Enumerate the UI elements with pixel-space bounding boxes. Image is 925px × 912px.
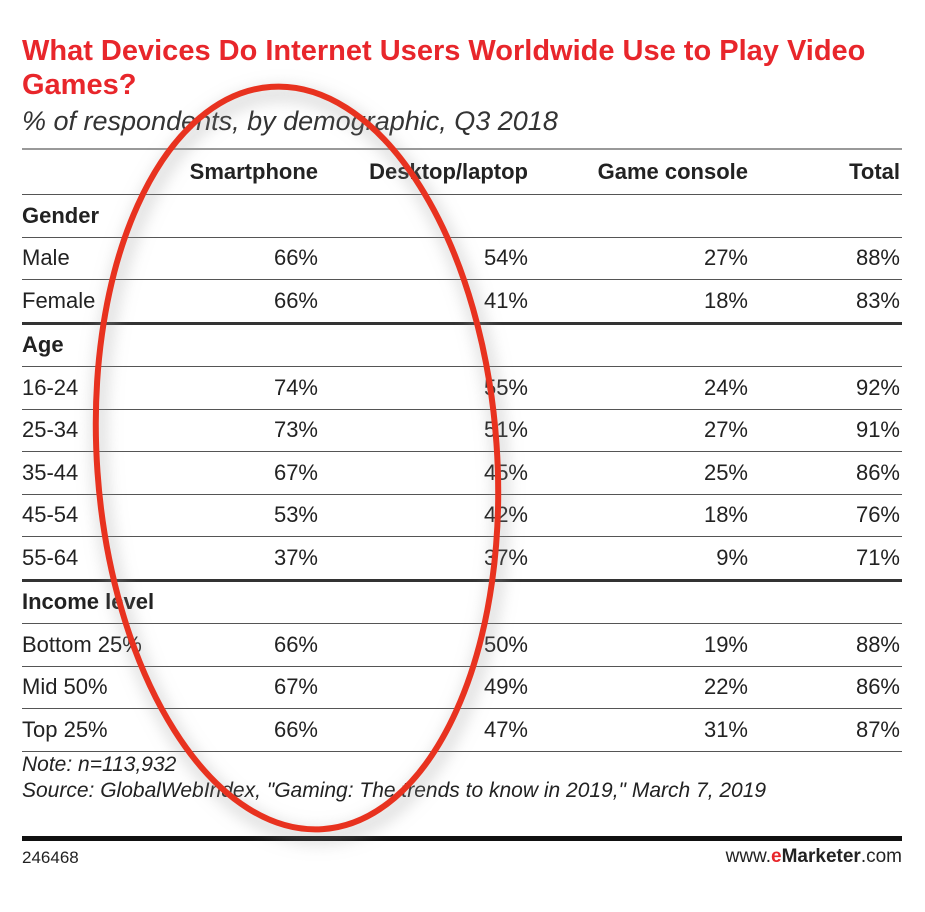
emarketer-logo: www.eMarketer.com [726, 846, 902, 868]
table-cell: 49% [483, 674, 528, 700]
brand-name: Marketer [781, 846, 861, 867]
table-cell: 41% [483, 287, 528, 313]
brand-prefix: www. [725, 846, 772, 867]
row-label: Bottom 25% [22, 631, 142, 657]
section-header-row: Age [22, 325, 902, 367]
note-text: Note: n=113,932 [22, 753, 177, 776]
section-label: Income level [22, 589, 155, 615]
table-cell: 42% [483, 502, 528, 528]
row-label: Female [22, 287, 96, 313]
table-row: 55-64 37% 37% 9% 71% [22, 537, 902, 582]
brand-suffix: .com [860, 846, 902, 867]
table-cell: 31% [703, 716, 748, 742]
table-row: Bottom 25% 66% 50% 19% 88% [22, 624, 902, 667]
table-cell: 88% [855, 631, 900, 657]
table-cell: 54% [483, 245, 528, 271]
column-header: Desktop/laptop [369, 159, 528, 184]
source-text: Source: GlobalWebIndex, "Gaming: The tre… [22, 779, 767, 802]
table-cell: 92% [855, 374, 900, 400]
table-cell: 24% [703, 374, 748, 400]
section-header-row: Gender [22, 195, 902, 238]
table-cell: 83% [855, 287, 900, 313]
row-label: 35-44 [22, 459, 79, 485]
row-label: 25-34 [22, 417, 79, 443]
row-label: Male [22, 245, 70, 271]
chart-subtitle: % of respondents, by demographic, Q3 201… [22, 106, 558, 136]
table-row: Mid 50% 67% 49% 22% 86% [22, 667, 902, 709]
column-header: Smartphone [189, 159, 318, 184]
table-cell: 67% [273, 459, 318, 485]
section-header-row: Income level [22, 582, 902, 624]
table-cell: 18% [703, 502, 748, 528]
footer-divider [22, 836, 902, 841]
table-cell: 67% [273, 674, 318, 700]
header-row: Smartphone Desktop/laptop Game console Tota… [22, 150, 902, 195]
table-cell: 66% [273, 287, 318, 313]
table-cell: 66% [273, 245, 318, 271]
row-label: 45-54 [22, 502, 79, 528]
row-label: Top 25% [22, 716, 108, 742]
table-row: 45-54 53% 42% 18% 76% [22, 495, 902, 537]
table-cell: 18% [703, 287, 748, 313]
data-table: Smartphone Desktop/laptop Game console Tota… [22, 148, 902, 752]
table-cell: 71% [855, 544, 900, 570]
table-cell: 47% [483, 716, 528, 742]
table-cell: 27% [703, 245, 748, 271]
table-cell: 27% [703, 417, 748, 443]
table-cell: 88% [855, 245, 900, 271]
table-row: Male 66% 54% 27% 88% [22, 238, 902, 280]
table-row: 16-24 74% 55% 24% 92% [22, 367, 902, 410]
chart-id: 246468 [22, 848, 79, 867]
section-label: Age [22, 332, 64, 358]
table-cell: 45% [483, 459, 528, 485]
brand-e: e [771, 846, 782, 867]
table-cell: 22% [703, 674, 748, 700]
row-label: 16-24 [22, 374, 79, 400]
column-header: Total [849, 159, 900, 184]
table-row: Top 25% 66% 47% 31% 87% [22, 709, 902, 752]
table-cell: 76% [855, 502, 900, 528]
table-cell: 55% [483, 374, 528, 400]
table-row: 35-44 67% 45% 25% 86% [22, 452, 902, 495]
section-label: Gender [22, 202, 100, 228]
table-cell: 37% [483, 544, 528, 570]
column-header: Game console [597, 159, 748, 184]
table-cell: 66% [273, 631, 318, 657]
table-cell: 87% [855, 716, 900, 742]
table-cell: 53% [273, 502, 318, 528]
notes: Note: n=113,932 Source: GlobalWebIndex, … [22, 752, 902, 804]
table-cell: 66% [273, 716, 318, 742]
table-cell: 86% [855, 674, 900, 700]
table-cell: 86% [855, 459, 900, 485]
table-cell: 9% [716, 544, 748, 570]
table-cell: 91% [855, 417, 900, 443]
table-row: Female 66% 41% 18% 83% [22, 280, 902, 325]
table-cell: 74% [273, 374, 318, 400]
table-row: 25-34 73% 51% 27% 91% [22, 410, 902, 452]
table-cell: 51% [483, 417, 528, 443]
row-label: 55-64 [22, 544, 79, 570]
row-label: Mid 50% [22, 674, 108, 700]
table-cell: 73% [273, 417, 318, 443]
table-cell: 19% [703, 631, 748, 657]
chart-title: What Devices Do Internet Users Worldwide… [22, 35, 866, 101]
table-cell: 50% [483, 631, 528, 657]
table-cell: 25% [703, 459, 748, 485]
table-cell: 37% [273, 544, 318, 570]
